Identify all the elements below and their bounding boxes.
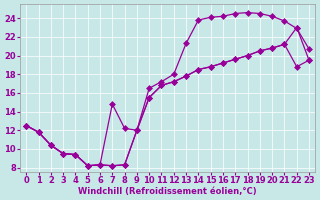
X-axis label: Windchill (Refroidissement éolien,°C): Windchill (Refroidissement éolien,°C)	[78, 187, 257, 196]
